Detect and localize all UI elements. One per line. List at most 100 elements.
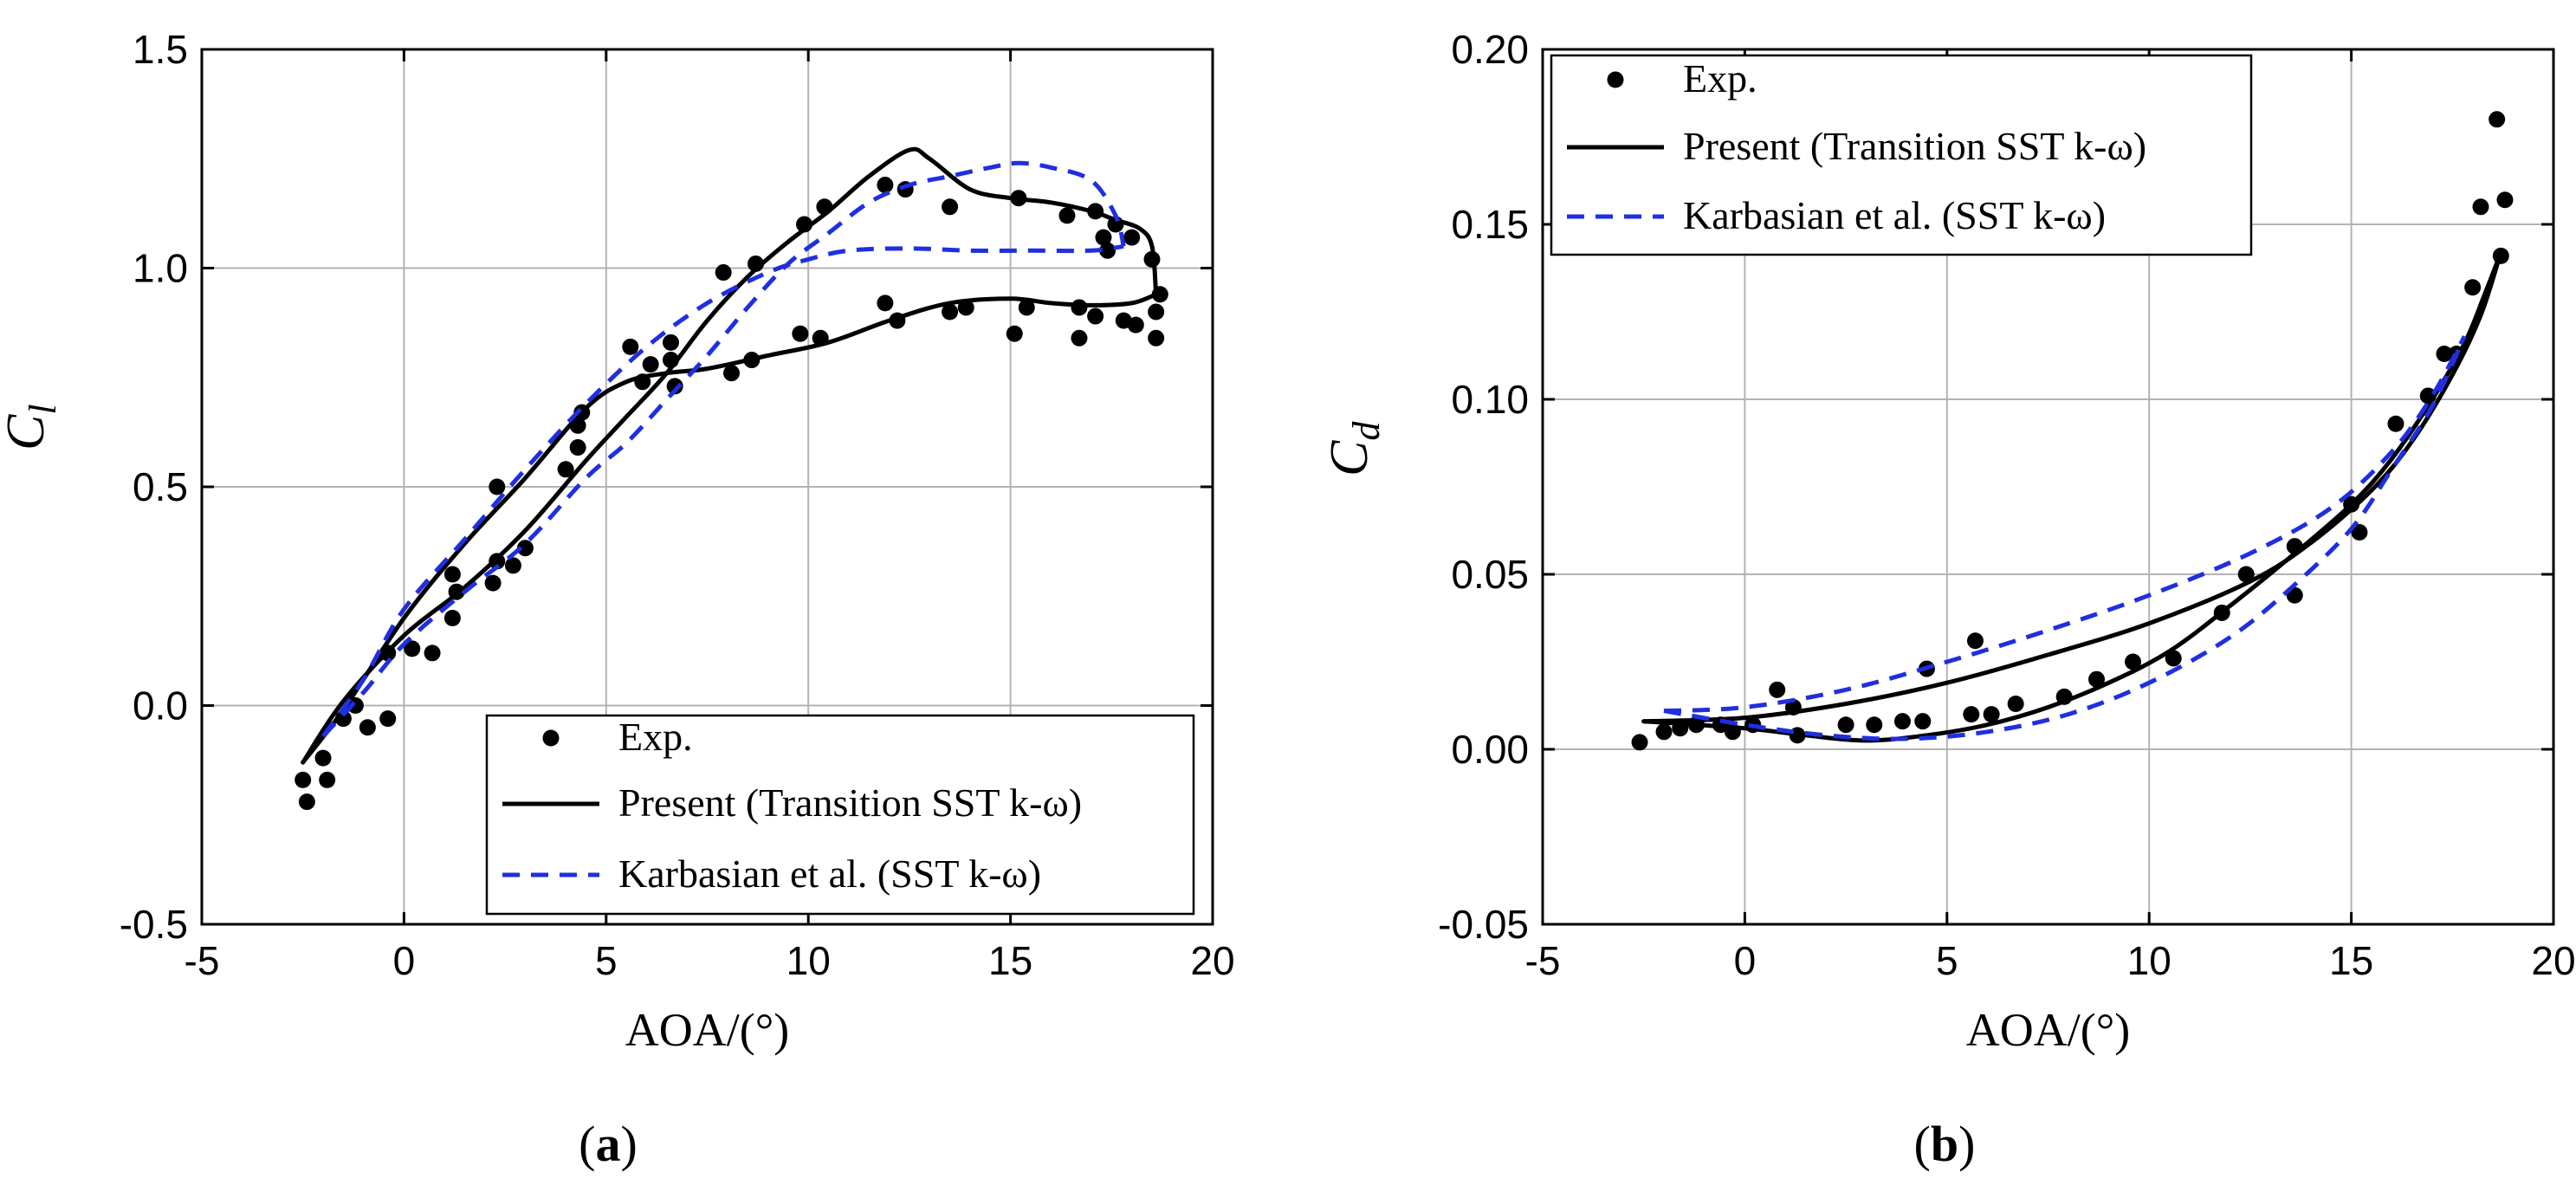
legend: Exp. Present (Transition SST k-ω) Karbasia… [485, 714, 1195, 916]
exp-data-point [443, 566, 461, 583]
plot-area [1631, 111, 2514, 751]
exp-data-point [1893, 713, 1911, 730]
legend-label: Karbasian et al. (SST k-ω) [1683, 193, 2106, 237]
exp-data-point [1983, 706, 2000, 723]
plot-frame [1541, 48, 2555, 926]
x-tick-label: 10 [2127, 938, 2171, 983]
exp-data-point [2489, 111, 2506, 128]
exp-data-point [1655, 723, 1673, 741]
exp-data-point [1963, 706, 1980, 723]
y-axis-label-subscript: l [22, 404, 64, 414]
exp-data-point [2351, 524, 2368, 541]
panel-label: (a) [579, 1116, 638, 1172]
panel-label-open: ( [1914, 1116, 1931, 1172]
exp-data-point [294, 771, 312, 788]
exp-data-point [2387, 415, 2404, 432]
exp-data-point [1099, 242, 1116, 259]
exp-data-point [942, 198, 959, 216]
exp-data-point [1095, 229, 1112, 246]
exp-data-point [723, 365, 741, 382]
x-tick-label: 5 [595, 938, 618, 983]
exp-data-point [489, 478, 506, 495]
panel-label-close: ) [1958, 1116, 1975, 1172]
exp-data-point [404, 640, 421, 657]
exp-data-point [877, 295, 894, 312]
exp-data-point [1837, 716, 1854, 734]
present-series-line [1641, 249, 2503, 724]
y-axis-label: Cl [0, 404, 64, 450]
x-tick-label: 5 [1936, 938, 1958, 983]
present-series-line [301, 292, 1159, 765]
grid [202, 49, 1213, 924]
exp-data-point [1127, 316, 1144, 333]
y-tick-label: 1.5 [133, 27, 188, 72]
exp-data-point [298, 793, 315, 811]
x-tick-label: -5 [1525, 938, 1561, 983]
chart-panel-a: -5 0 5 10 15 20 -0.5 0.0 0.5 1.0 1.5 AOA/(°) Cl (a) Ex… [0, 27, 1235, 1172]
legend: Exp. Present (Transition SST k-ω) Karbasia… [1550, 54, 2253, 256]
exp-data-point [1087, 308, 1104, 325]
x-tick-label: 15 [988, 938, 1032, 983]
panel-label-close: ) [621, 1116, 638, 1172]
exp-data-point [2472, 198, 2489, 216]
exp-data-point [1148, 329, 1165, 346]
y-axis-label-symbol: C [1320, 440, 1379, 476]
exp-data-point [443, 610, 461, 626]
y-tick-label: -0.5 [120, 902, 188, 947]
exp-data-point [1966, 632, 1984, 650]
present-series-line [301, 146, 1159, 765]
exp-data-point [877, 177, 894, 194]
exp-data-point [504, 557, 521, 574]
x-tick-label: 10 [786, 938, 831, 983]
legend-label: Exp. [618, 715, 693, 759]
legend-label: Present (Transition SST k-ω) [1683, 124, 2146, 168]
exp-data-point [314, 749, 332, 767]
x-axis-label: AOA/(°) [625, 1004, 790, 1056]
exp-data-point [1148, 303, 1165, 321]
exp-data-point [1866, 716, 1883, 734]
exp-data-point [642, 356, 659, 373]
x-tick-label: 15 [2329, 938, 2373, 983]
legend-box [485, 714, 1195, 916]
karbasian-series-line [1663, 335, 2467, 714]
exp-data-point [2496, 191, 2514, 209]
exp-data-point [1071, 299, 1088, 316]
legend-marker-exp [542, 729, 560, 747]
x-tick-label: -5 [184, 938, 220, 983]
exp-data-point [484, 574, 502, 592]
y-tick-label: -0.05 [1438, 902, 1529, 947]
y-tick-label: 0.0 [133, 683, 188, 728]
panel-label-letter: b [1931, 1116, 1958, 1172]
exp-data-point [2237, 566, 2255, 583]
plot-area [294, 146, 1168, 811]
legend-label: Karbasian et al. (SST k-ω) [618, 852, 1041, 896]
y-axis-label-subscript: d [1345, 421, 1388, 441]
y-tick-label: 0.5 [133, 464, 188, 509]
y-axis-label: Cd [1320, 421, 1388, 476]
exp-data-point [319, 771, 336, 788]
exp-data-point [2088, 670, 2106, 688]
y-tick-label: 1.0 [133, 246, 188, 291]
exp-data-point [2007, 695, 2024, 712]
exp-data-point [424, 644, 441, 662]
exp-data-point [662, 333, 679, 351]
exp-data-point [1058, 207, 1076, 224]
exp-data-point [2436, 345, 2453, 362]
panel-label-letter: a [596, 1116, 621, 1172]
present-series-line [1641, 249, 2503, 743]
panel-label: (b) [1914, 1116, 1976, 1172]
exp-data-point [569, 439, 586, 457]
exp-data-point [359, 719, 376, 736]
y-tick-label: 0.05 [1451, 552, 1529, 597]
exp-data-point [622, 338, 639, 355]
exp-data-point [715, 264, 732, 282]
chart-panel-b: -5 0 5 10 15 20 -0.05 0.00 0.05 0.10 0.15 0.20 AOA/(… [1320, 27, 2576, 1172]
y-tick-label: 0.10 [1451, 377, 1529, 422]
exp-data-point [1123, 229, 1141, 246]
exp-data-point [2464, 279, 2482, 296]
x-tick-label: 20 [1190, 938, 1234, 983]
y-axis-label-symbol: C [0, 414, 55, 450]
legend-label: Exp. [1683, 56, 1757, 100]
exp-data-point [2125, 653, 2142, 670]
exp-data-point [379, 710, 397, 728]
